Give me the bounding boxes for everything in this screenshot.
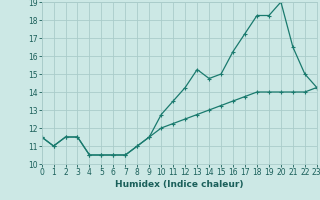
X-axis label: Humidex (Indice chaleur): Humidex (Indice chaleur)	[115, 180, 244, 189]
